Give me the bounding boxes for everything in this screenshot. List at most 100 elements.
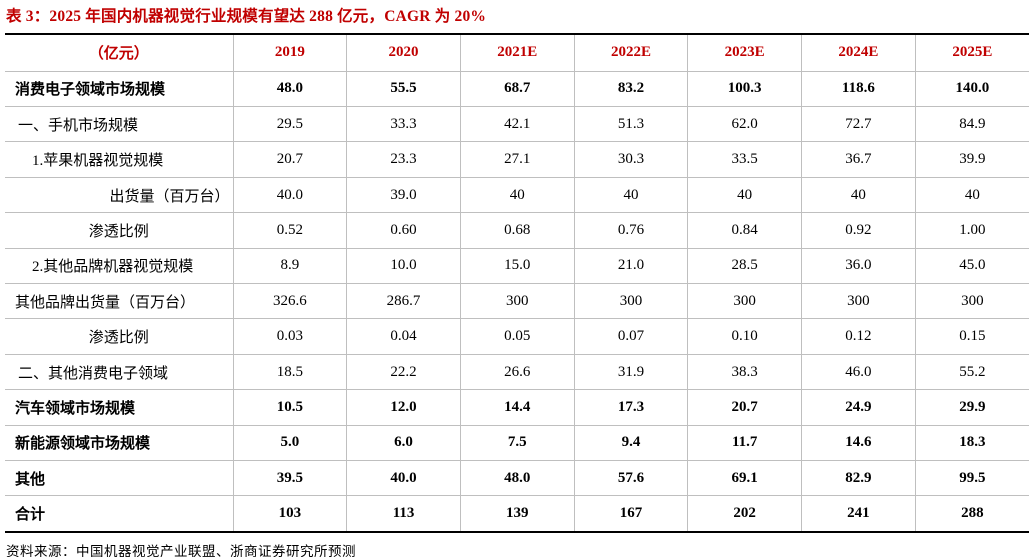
- cell-value: 24.9: [801, 389, 916, 426]
- table-row: 渗透比例 0.03 0.04 0.05 0.07 0.10 0.12 0.15: [5, 318, 1029, 355]
- table-row: 1.苹果机器视觉规模 20.7 23.3 27.1 30.3 33.5 36.7 39.9: [5, 141, 1029, 178]
- cell-value: 0.04: [346, 318, 461, 355]
- cell-value: 27.1: [459, 141, 575, 178]
- cell-value: 326.6: [232, 283, 347, 319]
- cell-value: 40: [801, 176, 916, 213]
- cell-value: 68.7: [459, 70, 575, 107]
- cell-value: 0.52: [232, 212, 347, 249]
- cell-value: 202: [687, 495, 802, 532]
- row-label: 其他: [5, 459, 233, 496]
- row-label: 消费电子领域市场规模: [5, 70, 233, 107]
- cell-value: 21.0: [573, 247, 688, 284]
- table-row: 消费电子领域市场规模 48.0 55.5 68.7 83.2 100.3 118.6 140.…: [5, 70, 1029, 107]
- source-note: 资料来源：中国机器视觉产业联盟、浙商证券研究所预测: [6, 543, 356, 557]
- header-row: （亿元） 2019 2020 2021E 2022E 2023E 2024E 2025E: [5, 33, 1029, 72]
- cell-value: 48.0: [232, 70, 347, 107]
- cell-value: 69.1: [687, 459, 802, 496]
- cell-value: 0.92: [801, 212, 916, 249]
- cell-value: 28.5: [687, 247, 802, 284]
- cell-value: 241: [801, 495, 916, 532]
- cell-value: 55.5: [346, 70, 461, 107]
- cell-value: 8.9: [232, 247, 347, 284]
- header-cell-year: 2019: [232, 33, 347, 72]
- table-title: 表 3：2025 年国内机器视觉行业规模有望达 288 亿元，CAGR 为 20…: [6, 8, 487, 25]
- cell-value: 1.00: [914, 212, 1029, 249]
- cell-value: 300: [459, 283, 575, 319]
- cell-value: 20.7: [232, 141, 347, 178]
- cell-value: 0.07: [573, 318, 688, 355]
- cell-value: 0.05: [459, 318, 575, 355]
- cell-value: 140.0: [914, 70, 1029, 107]
- cell-value: 12.0: [346, 389, 461, 426]
- table-row: 合计 103 113 139 167 202 241 288: [5, 495, 1029, 532]
- cell-value: 40: [459, 176, 575, 213]
- cell-value: 72.7: [801, 106, 916, 142]
- cell-value: 33.3: [346, 106, 461, 142]
- cell-value: 10.0: [346, 247, 461, 284]
- row-label: 二、其他消费电子领域: [5, 353, 233, 390]
- table-row: 其他 39.5 40.0 48.0 57.6 69.1 82.9 99.5: [5, 459, 1029, 496]
- header-cell-year: 2023E: [687, 33, 802, 72]
- cell-value: 42.1: [459, 106, 575, 142]
- row-label: 其他品牌出货量（百万台）: [5, 283, 233, 319]
- cell-value: 46.0: [801, 353, 916, 390]
- row-label: 合计: [5, 495, 233, 532]
- row-label: 出货量（百万台）: [5, 176, 233, 213]
- cell-value: 286.7: [346, 283, 461, 319]
- cell-value: 100.3: [687, 70, 802, 107]
- header-cell-year: 2022E: [573, 33, 688, 72]
- cell-value: 288: [914, 495, 1029, 532]
- cell-value: 0.10: [687, 318, 802, 355]
- cell-value: 103: [232, 495, 347, 532]
- table-row: 一、手机市场规模 29.5 33.3 42.1 51.3 62.0 72.7 84.9: [5, 106, 1029, 142]
- cell-value: 40: [687, 176, 802, 213]
- cell-value: 18.3: [914, 424, 1029, 461]
- cell-value: 10.5: [232, 389, 347, 426]
- cell-value: 23.3: [346, 141, 461, 178]
- header-cell-year: 2021E: [459, 33, 575, 72]
- cell-value: 11.7: [687, 424, 802, 461]
- table-row: 其他品牌出货量（百万台） 326.6 286.7 300 300 300 300 300: [5, 283, 1029, 319]
- cell-value: 17.3: [573, 389, 688, 426]
- cell-value: 83.2: [573, 70, 688, 107]
- table-row: 新能源领域市场规模 5.0 6.0 7.5 9.4 11.7 14.6 18.3: [5, 424, 1029, 461]
- cell-value: 300: [914, 283, 1029, 319]
- cell-value: 39.0: [346, 176, 461, 213]
- cell-value: 113: [346, 495, 461, 532]
- table-row: 汽车领域市场规模 10.5 12.0 14.4 17.3 20.7 24.9 29.9: [5, 389, 1029, 426]
- row-label: 汽车领域市场规模: [5, 389, 233, 426]
- cell-value: 39.9: [914, 141, 1029, 178]
- table-row: 渗透比例 0.52 0.60 0.68 0.76 0.84 0.92 1.00: [5, 212, 1029, 249]
- header-cell-year: 2024E: [801, 33, 916, 72]
- cell-value: 31.9: [573, 353, 688, 390]
- cell-value: 29.9: [914, 389, 1029, 426]
- row-label: 1.苹果机器视觉规模: [5, 141, 233, 178]
- cell-value: 300: [687, 283, 802, 319]
- cell-value: 51.3: [573, 106, 688, 142]
- cell-value: 14.6: [801, 424, 916, 461]
- cell-value: 15.0: [459, 247, 575, 284]
- cell-value: 0.76: [573, 212, 688, 249]
- cell-value: 0.60: [346, 212, 461, 249]
- cell-value: 39.5: [232, 459, 347, 496]
- table-row: 出货量（百万台） 40.0 39.0 40 40 40 40 40: [5, 176, 1029, 213]
- cell-value: 38.3: [687, 353, 802, 390]
- cell-value: 22.2: [346, 353, 461, 390]
- cell-value: 5.0: [232, 424, 347, 461]
- cell-value: 0.12: [801, 318, 916, 355]
- cell-value: 55.2: [914, 353, 1029, 390]
- cell-value: 40.0: [232, 176, 347, 213]
- cell-value: 20.7: [687, 389, 802, 426]
- cell-value: 14.4: [459, 389, 575, 426]
- header-cell-year: 2020: [346, 33, 461, 72]
- row-label: 渗透比例: [5, 212, 233, 249]
- cell-value: 0.15: [914, 318, 1029, 355]
- cell-value: 0.03: [232, 318, 347, 355]
- cell-value: 139: [459, 495, 575, 532]
- cell-value: 300: [801, 283, 916, 319]
- cell-value: 48.0: [459, 459, 575, 496]
- machine-vision-market-table: （亿元） 2019 2020 2021E 2022E 2023E 2024E 2025E 消费…: [5, 32, 1029, 533]
- cell-value: 0.84: [687, 212, 802, 249]
- cell-value: 300: [573, 283, 688, 319]
